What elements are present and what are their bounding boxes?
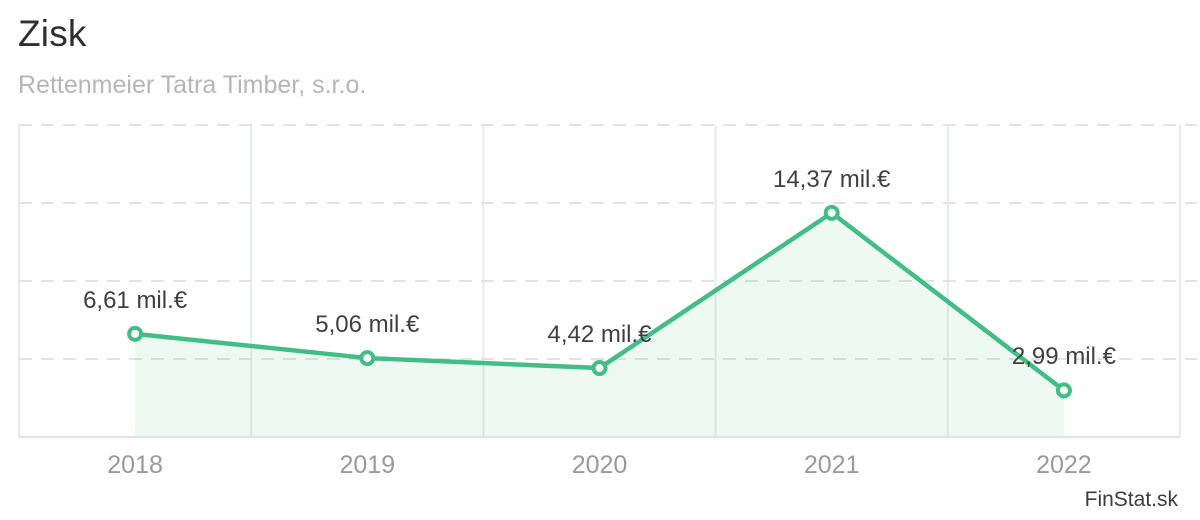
x-tick-2022: 2022 bbox=[1036, 451, 1092, 479]
value-label-2021: 14,37 mil.€ bbox=[772, 165, 891, 193]
x-tick-2018: 2018 bbox=[107, 451, 163, 479]
value-label-2019: 5,06 mil.€ bbox=[315, 311, 420, 339]
value-label-2018: 6,61 mil.€ bbox=[83, 286, 188, 314]
x-tick-2021: 2021 bbox=[803, 451, 860, 479]
x-tick-2019: 2019 bbox=[339, 451, 396, 479]
data-point-2020[interactable] bbox=[591, 360, 608, 377]
profit-area bbox=[135, 212, 1064, 437]
company-subtitle: Rettenmeier Tatra Timber, s.r.o. bbox=[18, 71, 367, 99]
value-label-2020: 4,42 mil.€ bbox=[547, 321, 652, 349]
finstat-watermark: FinStat.sk bbox=[1084, 488, 1178, 511]
data-point-2021[interactable] bbox=[823, 204, 840, 221]
data-point-2019[interactable] bbox=[359, 350, 376, 367]
value-label-2022: 2,99 mil.€ bbox=[1011, 343, 1116, 371]
data-point-2018[interactable] bbox=[127, 325, 144, 342]
x-tick-2020: 2020 bbox=[571, 451, 628, 479]
chart-title: Zisk bbox=[18, 13, 87, 54]
data-point-2022[interactable] bbox=[1055, 382, 1072, 399]
